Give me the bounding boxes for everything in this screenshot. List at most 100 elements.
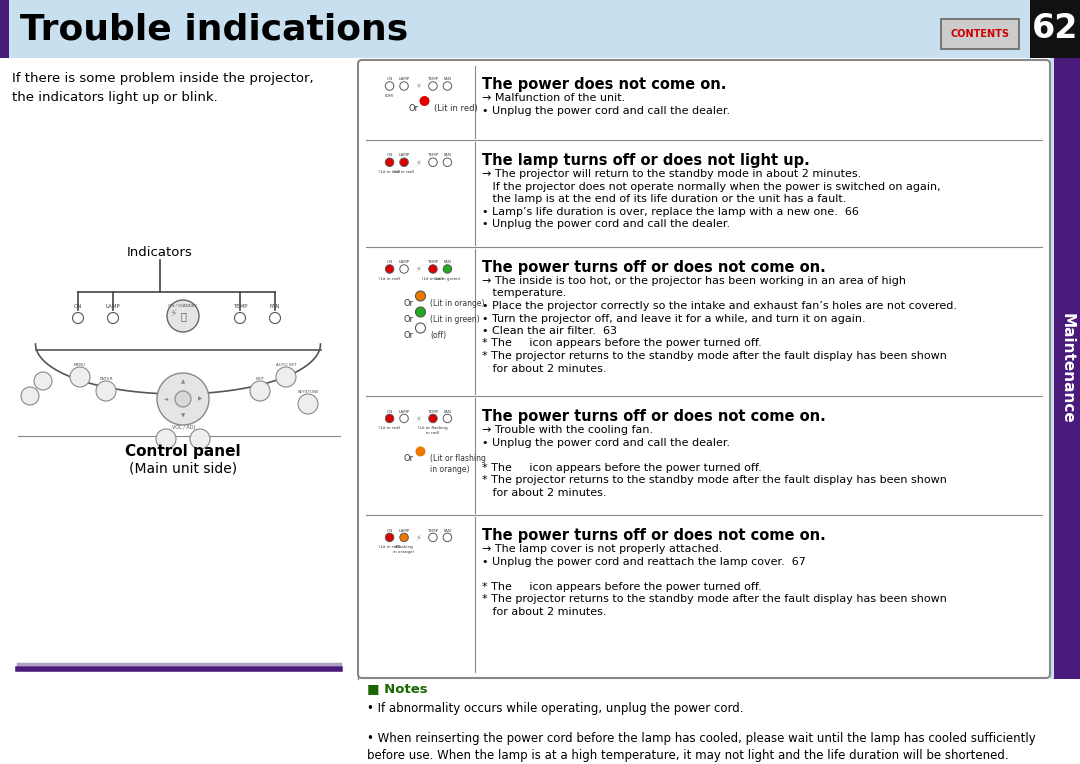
Text: LAMP: LAMP (399, 77, 409, 81)
Text: ▶: ▶ (198, 397, 202, 402)
Text: KEYSTONE: KEYSTONE (297, 390, 319, 394)
Circle shape (443, 265, 451, 274)
Text: ON: ON (387, 529, 393, 533)
Text: Or: Or (404, 455, 414, 464)
Circle shape (234, 312, 245, 323)
Text: (Lit in red): (Lit in red) (433, 104, 477, 113)
Text: ⚡: ⚡ (416, 157, 421, 167)
Text: (Lit or flashing
in red): (Lit or flashing in red) (418, 426, 448, 435)
Circle shape (400, 265, 408, 274)
FancyBboxPatch shape (1050, 58, 1080, 679)
Text: Control panel: Control panel (125, 444, 241, 459)
Text: TEMP: TEMP (428, 529, 438, 533)
Text: (Lit in orange): (Lit in orange) (431, 299, 485, 308)
Text: • Unplug the power cord and call the dealer.: • Unplug the power cord and call the dea… (482, 438, 730, 448)
Circle shape (400, 414, 408, 422)
Text: The power turns off or does not come on.: The power turns off or does not come on. (482, 410, 826, 425)
Circle shape (429, 82, 437, 90)
Circle shape (386, 82, 394, 90)
Text: LAMP: LAMP (399, 529, 409, 533)
Text: FAN: FAN (444, 410, 451, 413)
FancyBboxPatch shape (942, 20, 1018, 48)
Circle shape (400, 158, 408, 167)
Text: the lamp is at the end of its life duration or the unit has a fault.: the lamp is at the end of its life durat… (482, 194, 847, 204)
FancyBboxPatch shape (0, 0, 9, 58)
Text: LAMP: LAMP (106, 305, 120, 309)
Text: (Main unit side): (Main unit side) (129, 462, 238, 476)
Circle shape (175, 391, 191, 407)
Text: CONTENTS: CONTENTS (950, 29, 1010, 39)
Text: Maintenance: Maintenance (1059, 313, 1075, 424)
Text: The power turns off or does not come on.: The power turns off or does not come on. (482, 529, 826, 543)
Circle shape (429, 533, 437, 542)
Text: (Lit in red): (Lit in red) (379, 545, 401, 549)
Text: The power turns off or does not come on.: The power turns off or does not come on. (482, 260, 826, 275)
Text: • Unplug the power cord and call the dealer.: • Unplug the power cord and call the dea… (482, 219, 730, 229)
Text: LAMP: LAMP (399, 154, 409, 157)
Circle shape (429, 414, 437, 422)
Circle shape (108, 312, 119, 323)
Text: * The projector returns to the standby mode after the fault display has been sho: * The projector returns to the standby m… (482, 594, 947, 604)
Text: for about 2 minutes.: for about 2 minutes. (482, 488, 607, 498)
Circle shape (429, 158, 437, 167)
Text: TEMP: TEMP (428, 410, 438, 413)
Text: • Lamp’s life duration is over, replace the lamp with a new one.  66: • Lamp’s life duration is over, replace … (482, 207, 859, 217)
Text: → The inside is too hot, or the projector has been working in an area of high: → The inside is too hot, or the projecto… (482, 276, 906, 286)
Text: → The lamp cover is not properly attached.: → The lamp cover is not properly attache… (482, 545, 723, 555)
Text: ⚡: ⚡ (416, 414, 421, 423)
Text: ■ Notes: ■ Notes (367, 682, 428, 695)
Text: • Turn the projector off, and leave it for a while, and turn it on again.: • Turn the projector off, and leave it f… (482, 313, 866, 323)
Text: ON: ON (387, 410, 393, 413)
Text: * The projector returns to the standby mode after the fault display has been sho: * The projector returns to the standby m… (482, 351, 947, 361)
Text: If there is some problem inside the projector,
the indicators light up or blink.: If there is some problem inside the proj… (12, 72, 313, 104)
Circle shape (400, 82, 408, 90)
Circle shape (157, 373, 210, 425)
Circle shape (72, 312, 83, 323)
Text: (Lit in green): (Lit in green) (434, 277, 460, 280)
Circle shape (21, 387, 39, 405)
Text: • When reinserting the power cord before the lamp has cooled, please wait until : • When reinserting the power cord before… (367, 732, 1036, 762)
Text: • Place the projector correctly so the intake and exhaust fan’s holes are not co: • Place the projector correctly so the i… (482, 301, 957, 311)
Circle shape (33, 372, 52, 390)
Text: Indicators: Indicators (127, 245, 193, 258)
Circle shape (70, 367, 90, 387)
Text: Or: Or (408, 104, 419, 113)
FancyBboxPatch shape (0, 0, 1080, 58)
Circle shape (276, 367, 296, 387)
Circle shape (386, 265, 394, 274)
Text: TEMP: TEMP (233, 305, 247, 309)
Circle shape (249, 381, 270, 401)
Circle shape (416, 323, 426, 333)
Text: (Lit in green): (Lit in green) (431, 315, 481, 324)
Text: The power does not come on.: The power does not come on. (482, 77, 727, 92)
Text: FAN: FAN (444, 77, 451, 81)
Text: (Flashing
in orange): (Flashing in orange) (393, 545, 415, 554)
Text: (Lit in red): (Lit in red) (422, 277, 444, 280)
Text: ON: ON (73, 305, 82, 309)
Circle shape (386, 414, 394, 422)
Text: ⏻: ⏻ (180, 311, 186, 321)
Text: (Lit in red): (Lit in red) (379, 170, 401, 174)
Text: → Malfunction of the unit.: → Malfunction of the unit. (482, 93, 625, 103)
Text: ◄: ◄ (164, 397, 168, 402)
Text: FAN: FAN (444, 261, 451, 264)
Text: Or: Or (404, 299, 414, 308)
Text: (Lit in red): (Lit in red) (379, 426, 401, 430)
Text: FAN: FAN (444, 529, 451, 533)
Text: for about 2 minutes.: for about 2 minutes. (482, 607, 607, 617)
FancyBboxPatch shape (940, 18, 1020, 50)
Text: TEMP: TEMP (428, 154, 438, 157)
Circle shape (443, 158, 451, 167)
Text: Or: Or (404, 315, 414, 324)
Circle shape (443, 414, 451, 422)
Text: FAN: FAN (270, 305, 280, 309)
Text: VOL / ADJ: VOL / ADJ (172, 426, 194, 430)
Text: MENU: MENU (73, 363, 86, 367)
Text: 62: 62 (1031, 12, 1078, 46)
Text: ON: ON (387, 77, 393, 81)
Text: • Clean the air filter.  63: • Clean the air filter. 63 (482, 326, 617, 336)
Circle shape (190, 429, 210, 449)
Text: ON: ON (387, 154, 393, 157)
Text: • If abnormality occurs while operating, unplug the power cord.: • If abnormality occurs while operating,… (367, 702, 743, 715)
Text: (Lit or flashing
in orange): (Lit or flashing in orange) (431, 455, 486, 474)
